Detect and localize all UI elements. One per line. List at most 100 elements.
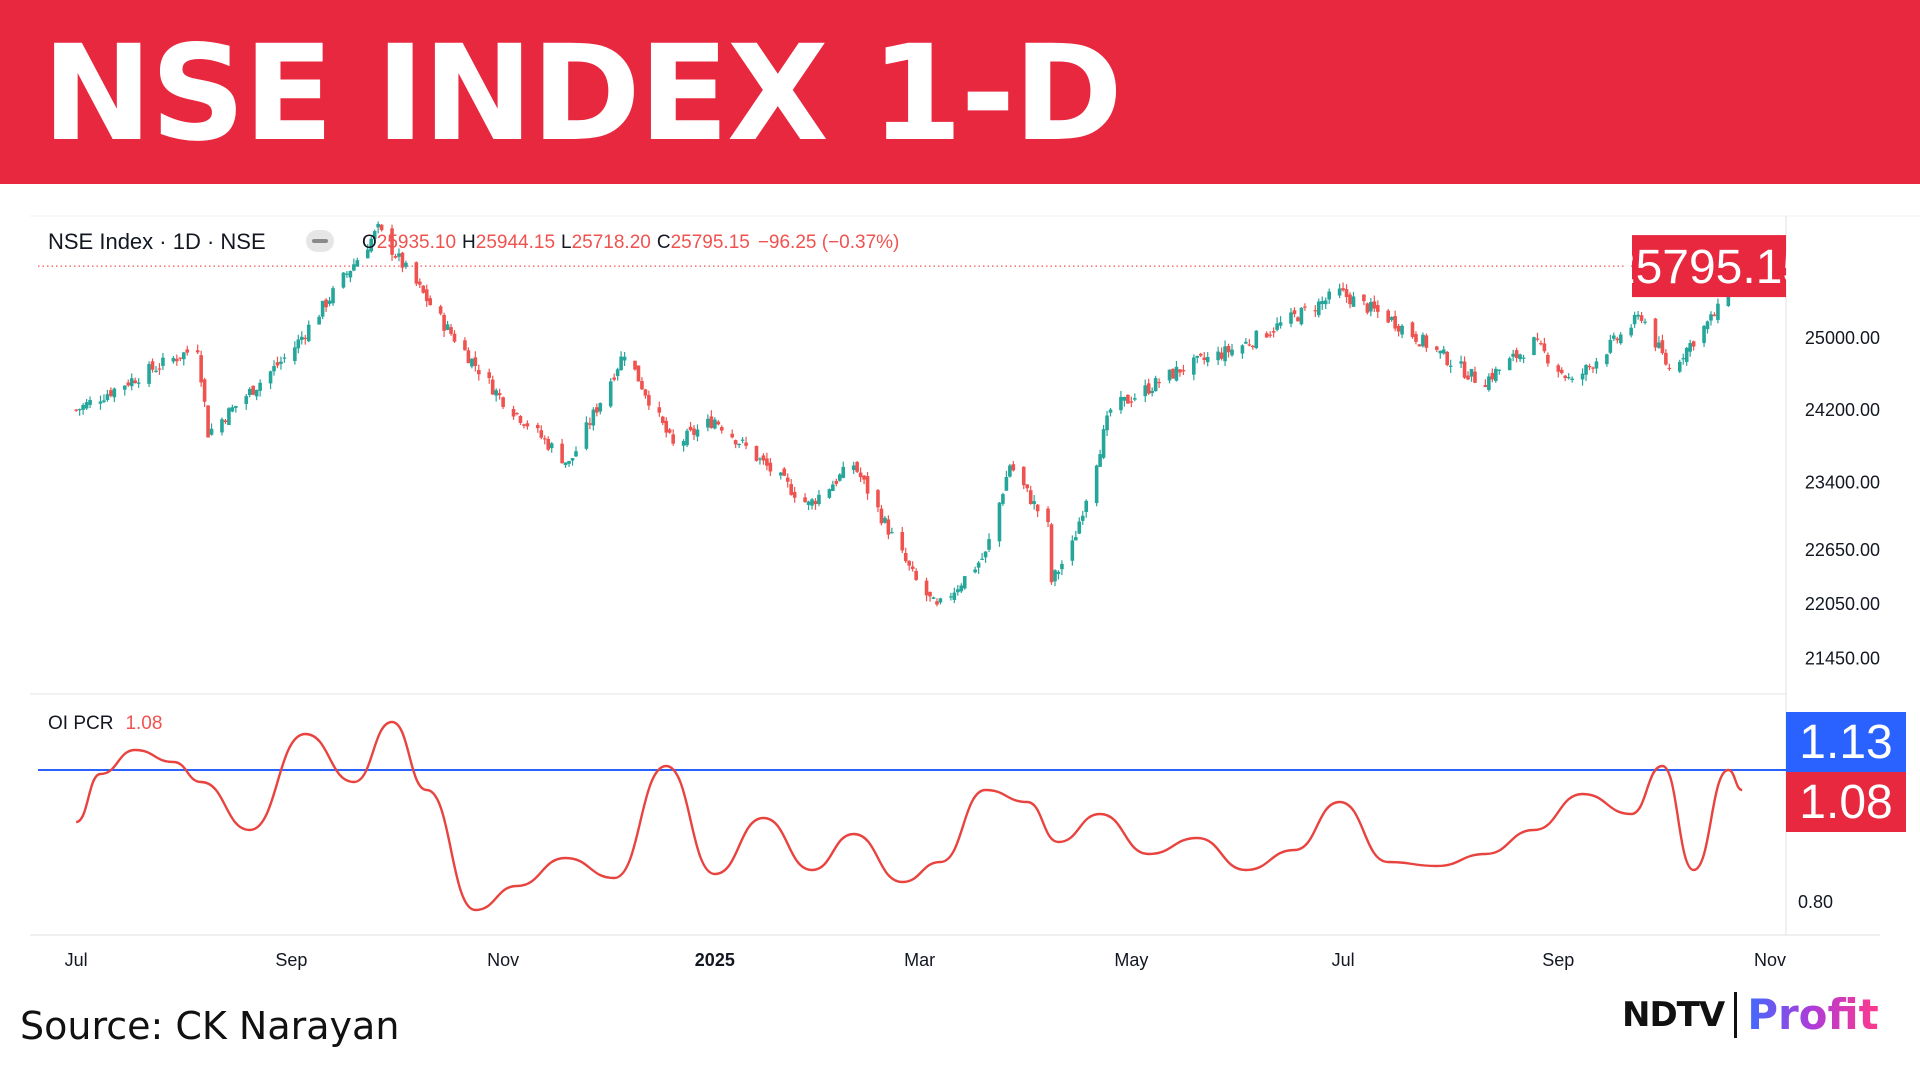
candle (959, 583, 964, 593)
candle (1146, 378, 1151, 396)
candle (1046, 506, 1050, 528)
price-tick-label: 24200.00 (1805, 400, 1880, 420)
candle (782, 466, 787, 477)
candle (1153, 375, 1158, 392)
candle (744, 436, 748, 450)
candle (449, 324, 453, 336)
candle (1001, 492, 1005, 506)
candle (470, 358, 474, 369)
candle (549, 442, 554, 453)
candle (372, 229, 377, 243)
candle (1202, 351, 1207, 365)
candle (1424, 333, 1429, 352)
candle (393, 253, 398, 259)
candle (706, 414, 710, 432)
candle (1344, 284, 1349, 303)
candle (1414, 331, 1418, 345)
candle (841, 461, 846, 479)
candle (1716, 298, 1720, 324)
candle (390, 224, 394, 261)
candle (1303, 303, 1307, 311)
candle (1514, 347, 1519, 363)
candle (161, 352, 165, 370)
candle (202, 377, 207, 408)
candle (1216, 346, 1220, 366)
candle (466, 347, 471, 364)
candle (1070, 535, 1075, 566)
last-price-label: 25795.15 (1609, 241, 1809, 294)
candle (1053, 569, 1057, 587)
candle (1094, 464, 1099, 507)
candle (949, 592, 953, 601)
candle (275, 356, 280, 369)
candle (973, 566, 977, 574)
candle (1327, 288, 1331, 305)
candle (1483, 379, 1488, 388)
candle (1025, 484, 1030, 493)
candle (1705, 320, 1710, 334)
time-axis[interactable]: Jul Sep Nov 2025 Mar May Jul Sep Nov (65, 950, 1786, 970)
candle (636, 365, 641, 382)
candle (223, 418, 228, 424)
candle (303, 334, 308, 345)
candle (1143, 379, 1148, 403)
candle (234, 405, 238, 413)
candle (1386, 308, 1390, 324)
candle (136, 378, 141, 388)
candle (1080, 510, 1085, 525)
candle (633, 360, 637, 371)
candle (563, 462, 568, 468)
candle (615, 367, 620, 381)
candle (1594, 357, 1599, 374)
candle (1198, 352, 1203, 358)
minus-icon (312, 239, 328, 243)
candle (209, 423, 214, 436)
candle (1122, 396, 1127, 407)
price-chart[interactable]: NSE Index · 1D · NSE O25935.10 H25944.15 L… (0, 184, 1920, 984)
candle (452, 330, 457, 343)
candle (1490, 368, 1495, 383)
candle (1247, 339, 1252, 347)
candle (1223, 340, 1227, 367)
candle (1636, 310, 1640, 320)
pcr-axis[interactable]: 0.80 (1798, 892, 1833, 912)
candle (171, 355, 176, 364)
candle (910, 561, 915, 572)
candle (716, 420, 721, 426)
candle (1348, 292, 1352, 309)
candle (438, 304, 443, 316)
candle (542, 435, 547, 445)
candle (1521, 354, 1526, 364)
candle (536, 422, 540, 433)
candle (837, 473, 842, 482)
candle (1566, 373, 1571, 380)
candle (102, 394, 106, 404)
candle (404, 260, 408, 269)
candle (1629, 324, 1633, 338)
candle (1605, 353, 1609, 367)
candle (442, 312, 446, 338)
candle (1278, 316, 1283, 329)
candle (1365, 302, 1370, 315)
time-tick-label: Nov (1754, 950, 1786, 970)
candle (622, 352, 627, 367)
candle (1459, 355, 1463, 369)
candles (74, 221, 1738, 607)
candle (862, 475, 866, 485)
candle (879, 504, 884, 526)
price-axis[interactable]: 25000.00 24200.00 23400.00 22650.00 22050.00… (1805, 328, 1880, 669)
candle (1362, 294, 1366, 306)
candle (331, 285, 335, 306)
candle (88, 396, 92, 408)
candle (1441, 345, 1446, 355)
candle (876, 488, 880, 513)
candle (1691, 340, 1696, 351)
candle (831, 480, 835, 492)
candle (327, 296, 332, 307)
candle (858, 467, 863, 483)
candle (789, 479, 793, 496)
candle (1580, 368, 1585, 386)
candle (1657, 336, 1661, 349)
candle (709, 410, 714, 429)
candle (1681, 353, 1686, 365)
